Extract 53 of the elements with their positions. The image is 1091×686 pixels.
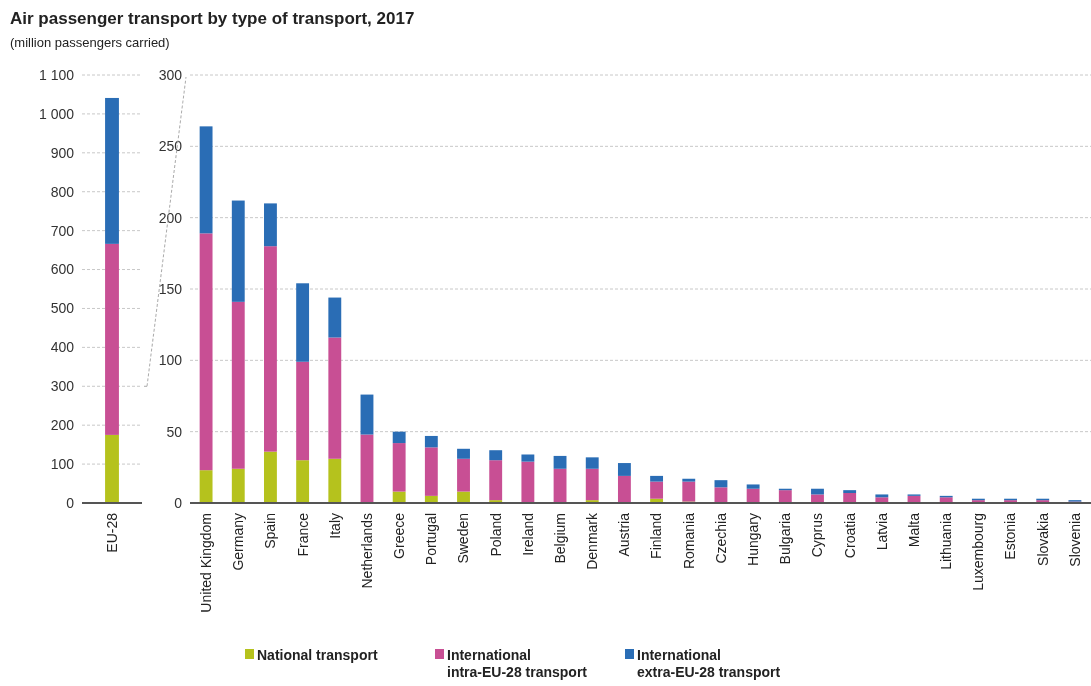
- x-tick-label: United Kingdom: [197, 513, 214, 613]
- x-tick-label: Hungary: [745, 513, 762, 566]
- x-tick-label: Portugal: [423, 513, 440, 566]
- x-tick-label: Ireland: [519, 513, 536, 556]
- x-tick-label: Spain: [262, 513, 279, 549]
- text: Air passenger transport by type of transport, 2017: [10, 9, 415, 28]
- x-tick-label: Poland: [487, 513, 504, 557]
- x-tick-label: Romania: [680, 512, 697, 570]
- x-tick-label: Slovakia: [1034, 512, 1051, 566]
- x-tick-label: Slovenia: [1066, 512, 1083, 567]
- y-tick-label: 0: [174, 494, 183, 511]
- y-tick-label: 900: [50, 144, 75, 161]
- x-tick-label: Italy: [326, 513, 343, 539]
- x-tick-label: Malta: [905, 512, 922, 548]
- x-tick-label: Lithuania: [938, 512, 955, 570]
- x-tick-label: Estonia: [1002, 512, 1019, 560]
- y-tick-label: 100: [158, 352, 183, 369]
- x-tick-label: Bulgaria: [777, 512, 794, 565]
- y-tick-label: 50: [166, 423, 183, 440]
- x-tick-label: Luxembourg: [970, 513, 987, 591]
- x-tick-label: Netherlands: [358, 513, 375, 589]
- x-tick-label: Finland: [648, 513, 665, 559]
- y-tick-label: 1 100: [38, 66, 75, 83]
- x-tick-label: Latvia: [873, 512, 890, 551]
- y-tick-label: 250: [158, 138, 183, 155]
- y-tick-label: 200: [158, 209, 183, 226]
- y-tick-label: 100: [50, 455, 75, 472]
- legend-label: International intra-EU-28 transport: [447, 647, 588, 680]
- x-tick-label: Germany: [230, 513, 247, 571]
- y-tick-label: 150: [158, 280, 183, 297]
- x-tick-label: Belgium: [551, 513, 568, 564]
- x-tick-label: Greece: [391, 512, 408, 559]
- x-tick-label: Czechia: [712, 512, 729, 564]
- x-tick-label: EU-28: [103, 512, 120, 553]
- y-tick-label: 600: [50, 261, 75, 278]
- y-tick-label: 1 000: [38, 105, 75, 122]
- x-tick-label: Austria: [616, 512, 633, 557]
- legend-label: National transport: [257, 647, 378, 663]
- y-tick-label: 800: [50, 183, 75, 200]
- x-tick-label: Cyprus: [809, 513, 826, 558]
- y-tick-label: 700: [50, 222, 75, 239]
- y-tick-label: 0: [66, 494, 75, 511]
- y-tick-label: 300: [158, 66, 183, 83]
- y-tick-label: 300: [50, 378, 75, 395]
- x-tick-label: Croatia: [841, 512, 858, 559]
- chart-subtitle: (million passengers carried): [10, 35, 170, 50]
- y-tick-label: 200: [50, 417, 75, 434]
- x-tick-label: Denmark: [584, 512, 601, 570]
- y-tick-label: 400: [50, 339, 75, 356]
- x-tick-label: Sweden: [455, 513, 472, 564]
- legend-label: International extra-EU-28 transport: [637, 647, 781, 680]
- y-tick-label: 500: [50, 300, 75, 317]
- x-tick-label: France: [294, 512, 311, 557]
